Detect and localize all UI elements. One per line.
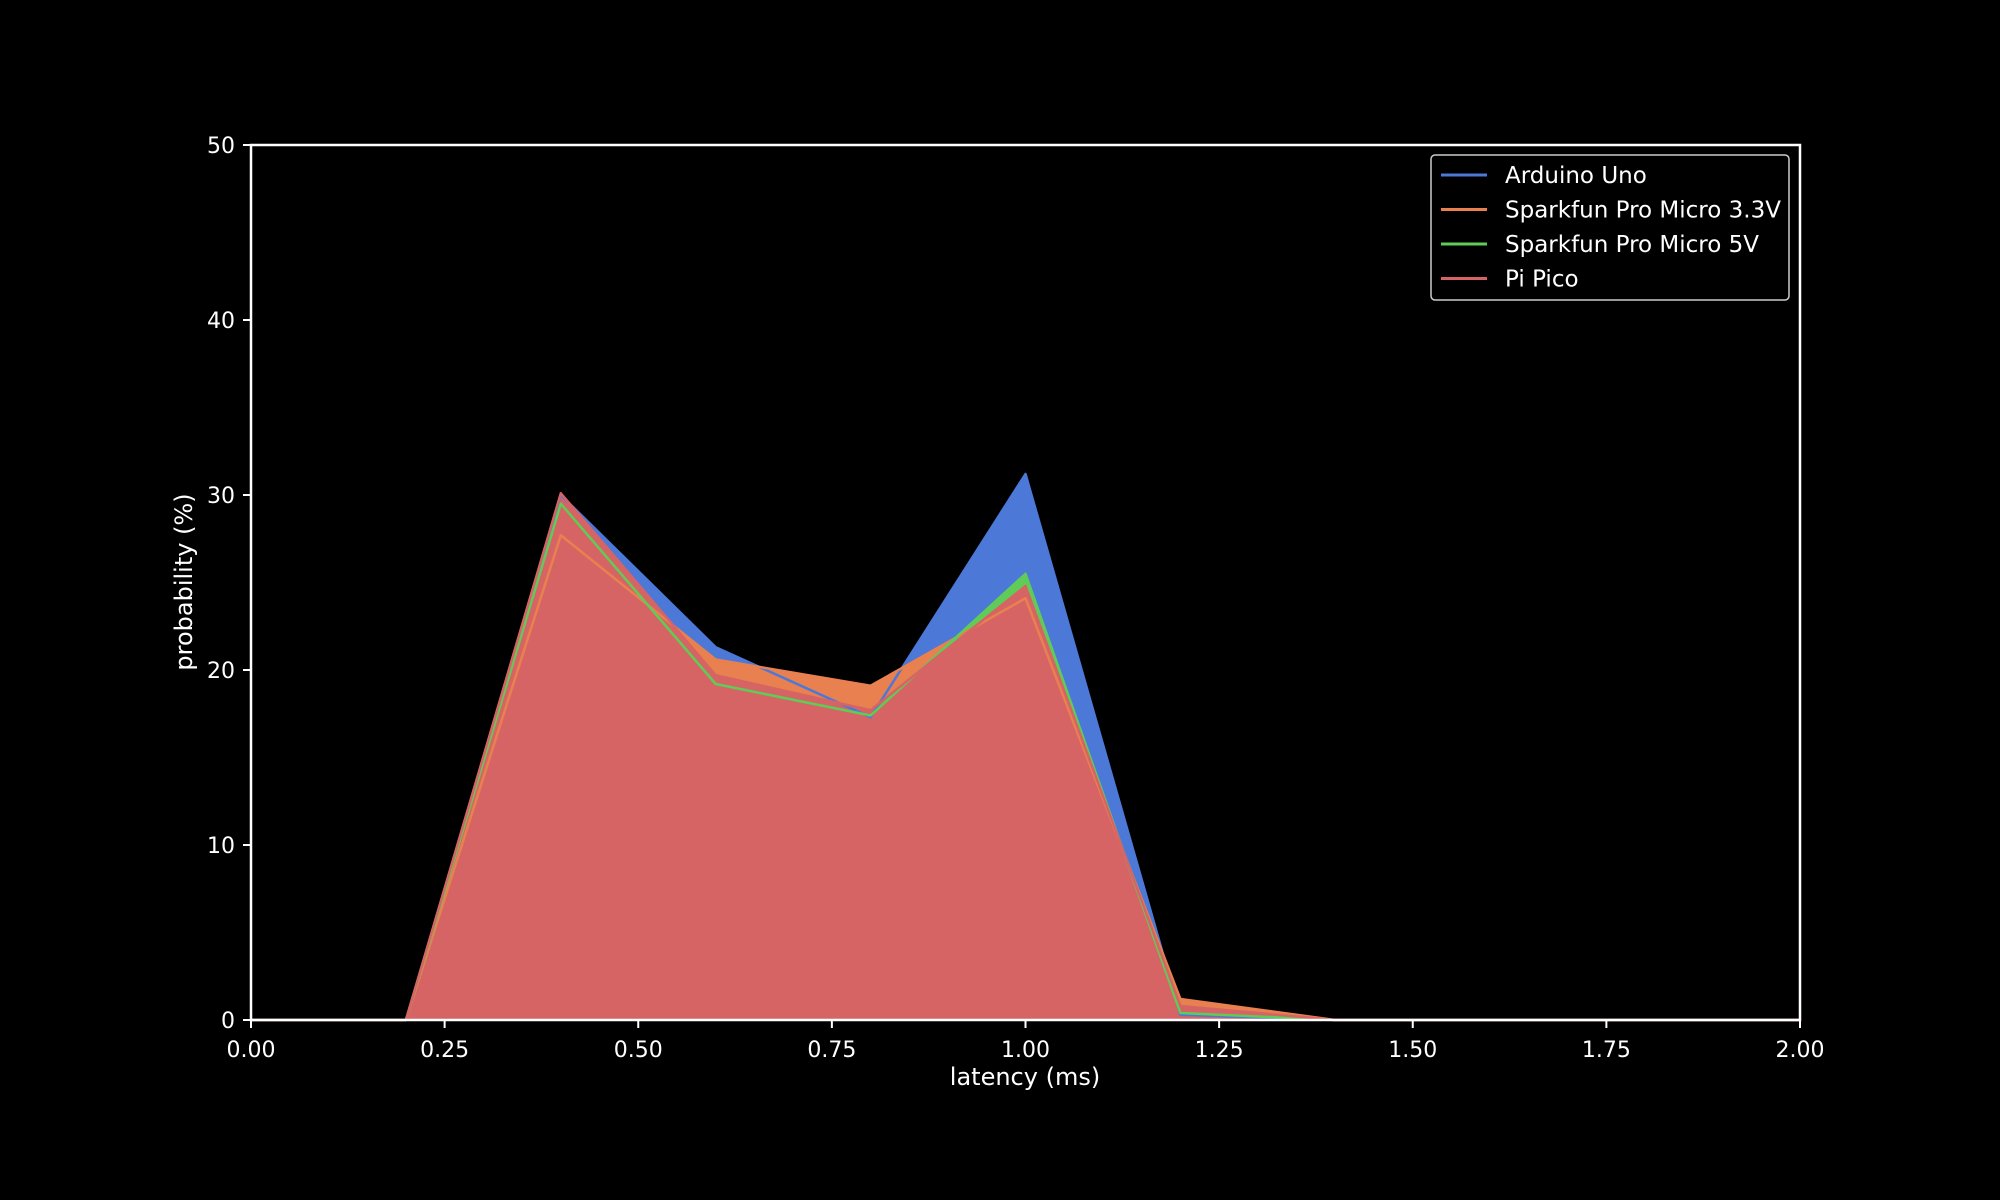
- y-axis-ticks: 0 10 20 30 40 50: [207, 134, 251, 1034]
- y-tick-label: 0: [221, 1009, 235, 1034]
- legend-label-sparkfun-pro-micro-5v: Sparkfun Pro Micro 5V: [1505, 232, 1759, 258]
- area-pi-pico: [251, 493, 1800, 1020]
- x-tick-label: 0.75: [807, 1038, 856, 1063]
- y-tick-label: 10: [207, 834, 235, 859]
- y-tick-label: 50: [207, 134, 235, 159]
- x-tick-label: 1.50: [1388, 1038, 1437, 1063]
- y-tick-label: 40: [207, 309, 235, 334]
- x-tick-label: 1.25: [1195, 1038, 1244, 1063]
- y-tick-label: 20: [207, 659, 235, 684]
- legend-label-sparkfun-pro-micro-3-3v: Sparkfun Pro Micro 3.3V: [1505, 198, 1781, 224]
- x-axis-ticks: 0.00 0.25 0.50 0.75 1.00 1.25 1.50 1.75 2.00: [227, 1020, 1825, 1063]
- legend-box: [1430, 154, 1790, 301]
- x-tick-label: 0.50: [614, 1038, 663, 1063]
- y-axis-label: probability (%): [170, 493, 198, 670]
- legend: Arduino Uno Sparkfun Pro Micro 3.3V Sparkf…: [1430, 154, 1790, 301]
- x-tick-label: 2.00: [1776, 1038, 1825, 1063]
- legend-label-pi-pico: Pi Pico: [1505, 267, 1579, 293]
- x-tick-label: 1.00: [1001, 1038, 1050, 1063]
- x-tick-label: 1.75: [1582, 1038, 1631, 1063]
- x-tick-label: 0.25: [420, 1038, 469, 1063]
- x-tick-label: 0.00: [227, 1038, 276, 1063]
- series-areas: [251, 474, 1800, 1020]
- x-axis-label: latency (ms): [950, 1063, 1100, 1091]
- y-tick-label: 30: [207, 484, 235, 509]
- legend-label-arduino-uno: Arduino Uno: [1505, 163, 1647, 189]
